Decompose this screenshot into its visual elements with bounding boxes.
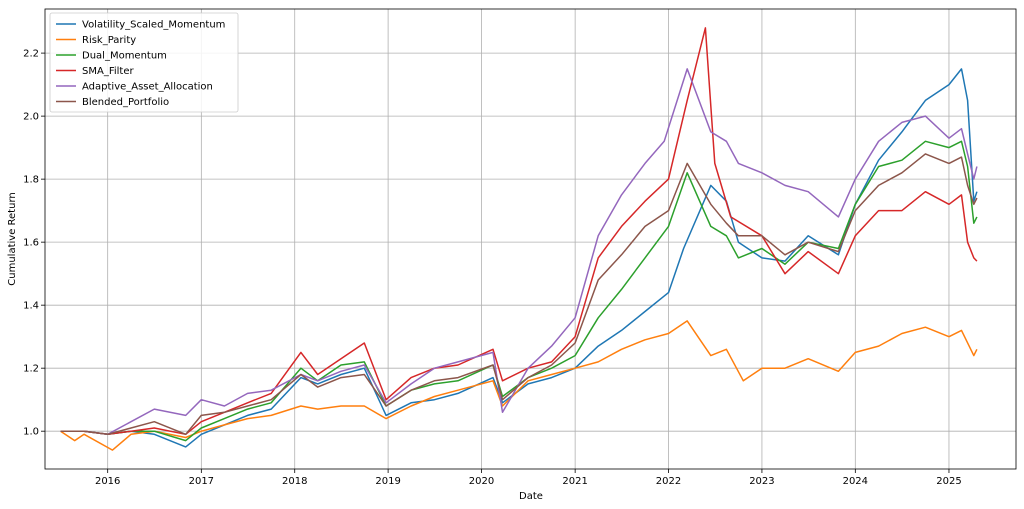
x-tick-label: 2019 xyxy=(375,476,400,487)
y-tick-label: 1.2 xyxy=(23,364,39,375)
series-line-dual-momentum xyxy=(60,140,978,442)
y-tick-label: 1.8 xyxy=(23,175,39,186)
legend-label-dual-momentum: Dual_Momentum xyxy=(82,51,167,62)
y-tick-label: 2.0 xyxy=(23,112,39,123)
legend: Volatility_Scaled_Momentum Risk_Parity Dua… xyxy=(49,12,239,113)
y-axis-ticks: 1.0 1.2 1.4 1.6 1.8 2.0 2.2 xyxy=(23,49,45,438)
x-tick-label: 2018 xyxy=(282,476,307,487)
plot-frame xyxy=(44,8,1017,470)
x-tick-label: 2016 xyxy=(95,476,120,487)
legend-label-blended-portfolio: Blended_Portfolio xyxy=(82,97,169,108)
legend-label-volatility-scaled-momentum: Volatility_Scaled_Momentum xyxy=(82,20,225,31)
y-tick-label: 1.6 xyxy=(23,238,39,249)
x-axis-ticks: 2016 2017 2018 2019 2020 2021 2022 2023 2024 2025 xyxy=(95,469,962,487)
x-tick-label: 2024 xyxy=(843,476,868,487)
y-tick-label: 2.2 xyxy=(23,49,39,60)
series-line-blended-portfolio xyxy=(60,153,978,436)
legend-label-risk-parity: Risk_Parity xyxy=(82,35,136,46)
x-tick-label: 2023 xyxy=(749,476,774,487)
legend-box xyxy=(49,12,239,113)
legend-label-adaptive-asset-allocation: Adaptive_Asset_Allocation xyxy=(82,82,213,93)
series-lines xyxy=(60,27,978,451)
x-tick-label: 2017 xyxy=(189,476,214,487)
y-tick-label: 1.0 xyxy=(23,427,39,438)
series-line-risk-parity xyxy=(60,320,978,451)
x-tick-label: 2025 xyxy=(936,476,961,487)
grid xyxy=(45,9,1016,469)
x-axis-label: Date xyxy=(519,491,543,502)
x-tick-label: 2022 xyxy=(656,476,681,487)
x-tick-label: 2020 xyxy=(469,476,494,487)
series-line-adaptive-asset-allocation xyxy=(60,68,978,436)
x-tick-label: 2021 xyxy=(562,476,587,487)
y-axis-label: Cumulative Return xyxy=(7,192,18,285)
y-tick-label: 1.4 xyxy=(23,301,39,312)
legend-label-sma-filter: SMA_Filter xyxy=(82,66,134,77)
